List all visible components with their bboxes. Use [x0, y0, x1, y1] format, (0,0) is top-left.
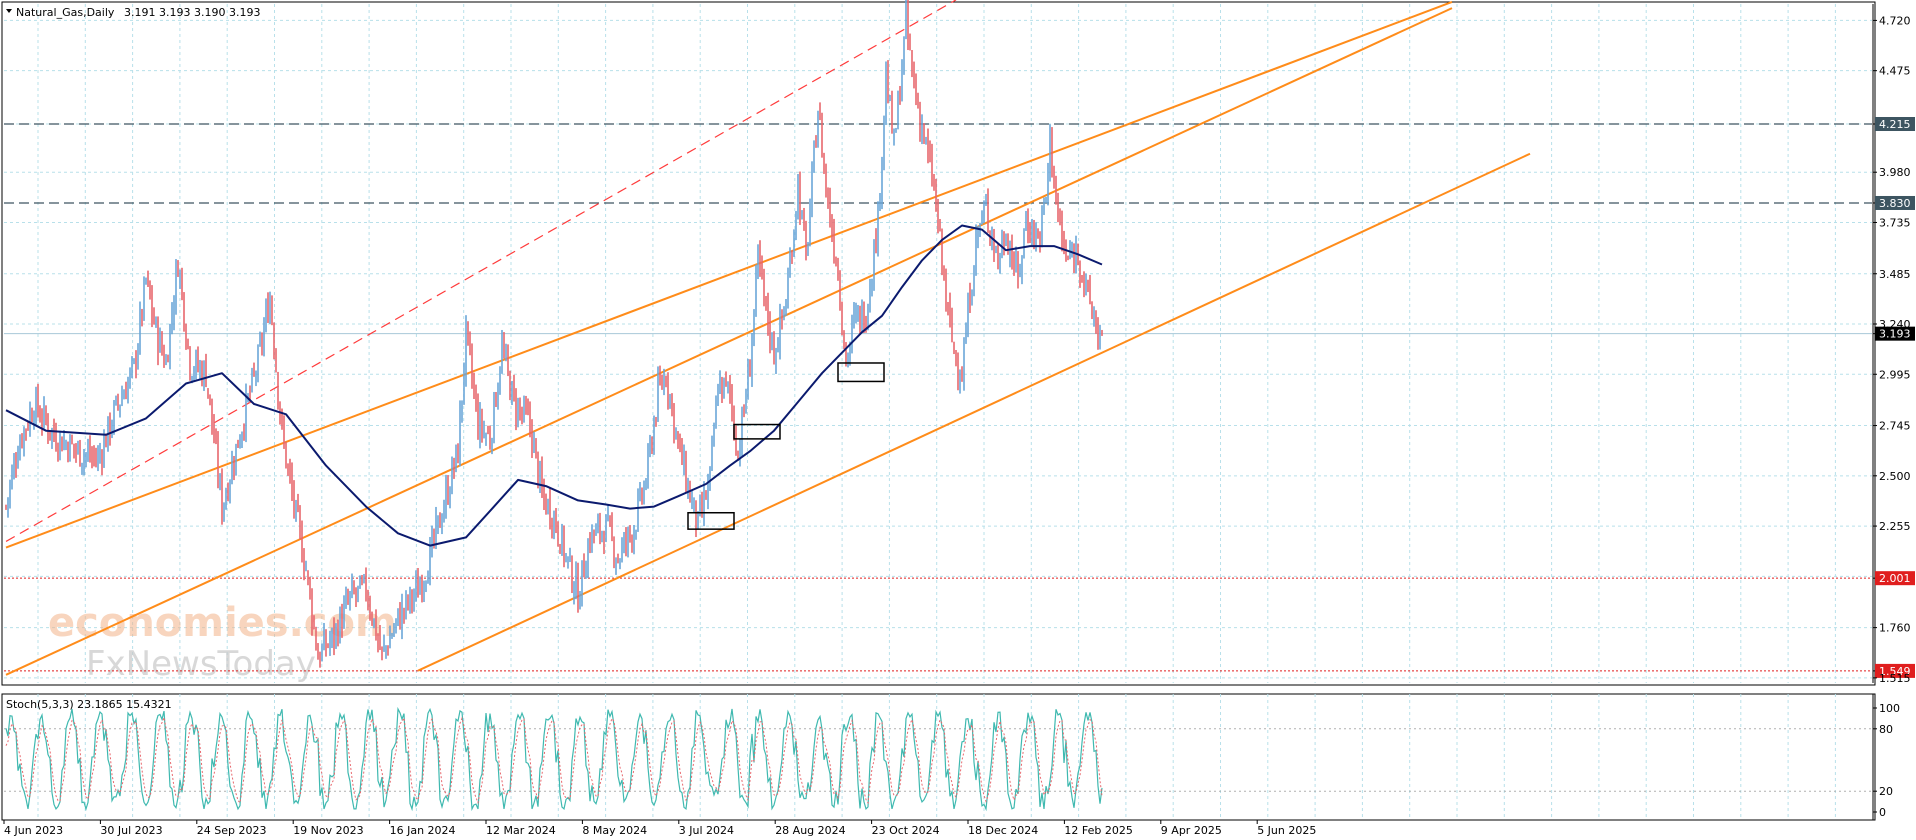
ohlc-values: 3.191 3.193 3.190 3.193	[124, 6, 260, 19]
stoch-label-100: 100	[1879, 702, 1900, 715]
price-tag-1.549: 1.549	[1879, 665, 1911, 678]
highlight-box-1	[733, 423, 781, 440]
channel-line-1	[5, 1, 1453, 549]
price-label-2.500: 2.500	[1879, 470, 1911, 483]
channel-line-2	[417, 152, 1531, 672]
price-tag-4.215: 4.215	[1879, 118, 1911, 131]
highlight-boxes	[687, 362, 885, 530]
time-label: 30 Jul 2023	[100, 824, 162, 837]
time-label: 5 Jun 2025	[1257, 824, 1316, 837]
price-tag-bg	[1875, 571, 1915, 586]
channel-line-3	[5, 0, 957, 542]
moving-average	[5, 224, 1103, 547]
ma-line	[5, 224, 1103, 547]
time-label: 23 Oct 2024	[872, 824, 940, 837]
stoch-signal-line	[5, 715, 1103, 805]
price-label-1.760: 1.760	[1879, 622, 1911, 635]
stoch-label-80: 80	[1879, 723, 1893, 736]
time-label: 12 Mar 2024	[486, 824, 556, 837]
price-label-4.720: 4.720	[1879, 14, 1911, 27]
price-label-2.995: 2.995	[1879, 368, 1911, 381]
stoch-axis: 100 80 20 0	[1872, 694, 1900, 820]
price-tag-bg	[1875, 195, 1915, 210]
time-label: 24 Sep 2023	[197, 824, 267, 837]
price-tag-3.193: 3.193	[1879, 328, 1911, 341]
price-tag-bg	[1875, 117, 1915, 132]
price-panel-frame	[1, 1, 1876, 686]
price-label-3.980: 3.980	[1879, 166, 1911, 179]
time-label: 4 Jun 2023	[4, 824, 63, 837]
price-tag-bg	[1875, 663, 1915, 678]
price-label-4.475: 4.475	[1879, 65, 1911, 78]
price-tag-3.830: 3.830	[1879, 197, 1911, 210]
stoch-panel-frame	[1, 693, 1876, 821]
price-label-3.735: 3.735	[1879, 216, 1911, 229]
chart-header: Natural_Gas,Daily 3.191 3.193 3.190 3.19…	[6, 6, 260, 19]
highlight-box-0	[687, 511, 735, 530]
dropdown-triangle-icon[interactable]	[6, 9, 12, 13]
time-label: 28 Aug 2024	[775, 824, 845, 837]
time-label: 16 Jan 2024	[390, 824, 456, 837]
symbol-title: Natural_Gas,Daily	[16, 6, 115, 19]
watermark-subbrand: FxNewsToday	[86, 644, 316, 684]
price-tag-2.001: 2.001	[1879, 572, 1911, 585]
highlight-box-2	[837, 362, 885, 383]
price-axis: 4.7204.4754.2153.9803.8303.7353.4853.240…	[1872, 4, 1915, 685]
stoch-title: Stoch(5,3,3) 23.1865 15.4321	[6, 698, 172, 711]
price-label-3.485: 3.485	[1879, 268, 1911, 281]
price-tag-bg	[1875, 326, 1915, 341]
price-label-1.515: 1.515	[1879, 672, 1911, 685]
time-label: 19 Nov 2023	[293, 824, 363, 837]
candlesticks	[5, 0, 1103, 668]
time-label: 3 Jul 2024	[679, 824, 734, 837]
stochastic-oscillator	[4, 706, 1872, 812]
time-label: 9 Apr 2025	[1161, 824, 1222, 837]
price-label-2.745: 2.745	[1879, 420, 1911, 433]
time-label: 18 Dec 2024	[968, 824, 1038, 837]
stoch-label-20: 20	[1879, 785, 1893, 798]
time-label: 12 Feb 2025	[1064, 824, 1132, 837]
time-axis: 4 Jun 2023 30 Jul 2023 24 Sep 2023 19 Nov 2…	[2, 819, 1873, 837]
time-label: 8 May 2024	[582, 824, 647, 837]
price-label-2.255: 2.255	[1879, 520, 1911, 533]
channel-line-0	[5, 7, 1453, 676]
stoch-label-0: 0	[1879, 806, 1886, 819]
grid-lines	[4, 4, 1872, 820]
channel-lines	[5, 0, 1531, 676]
